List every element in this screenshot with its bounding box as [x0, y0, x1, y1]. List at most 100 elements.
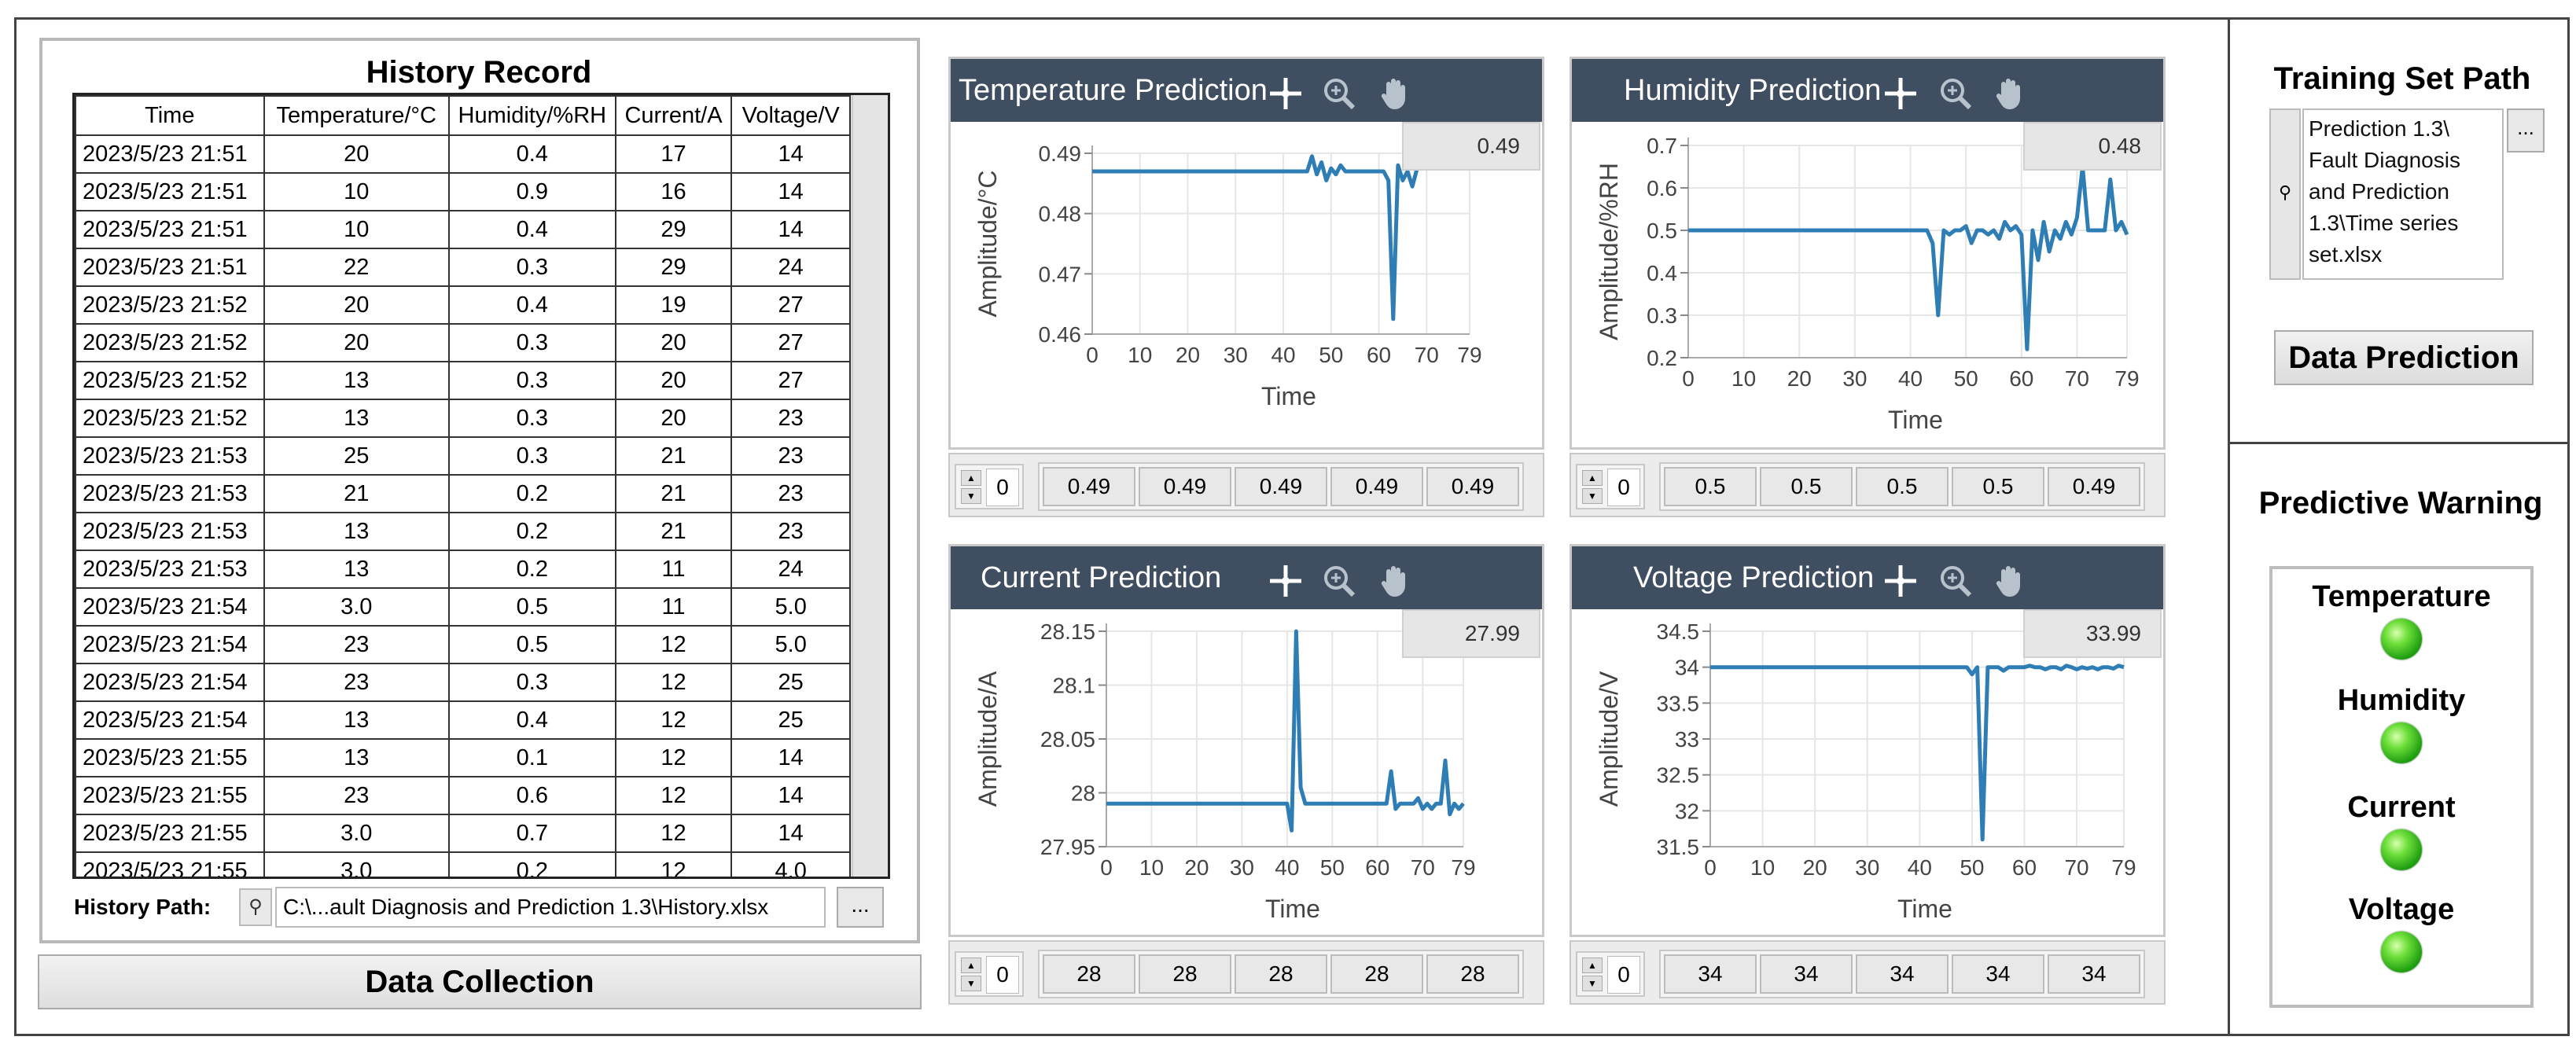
y-tick-label: 34.5	[1657, 619, 1700, 644]
chart-plot-area[interactable]: 0.2 0.3 0.4 0.5 0.6 0.7 0 10 20 30 40 50 60 70 79 Time A…	[1572, 122, 2163, 446]
data-collection-button[interactable]: Data Collection	[38, 954, 922, 1009]
voltage-value-array: ▲ ▼ 0 34 34 34 34 34	[1570, 940, 2166, 1005]
array-cell: 34	[1760, 954, 1853, 994]
array-index-stepper[interactable]: ▲ ▼ 0	[1576, 951, 1645, 997]
chart-plot-area[interactable]: 0.46 0.47 0.48 0.49 0 10 20 30 40 50 60 70 79 Time Amp…	[951, 122, 1542, 446]
table-cell: 14	[730, 776, 851, 815]
table-row: 2023/5/23 21:52 13 0.3 20 23	[75, 399, 851, 438]
y-tick-label: 32	[1675, 799, 1699, 823]
history-path-input[interactable]: C:\...ault Diagnosis and Prediction 1.3\…	[275, 887, 826, 928]
table-cell: 2023/5/23 21:53	[75, 512, 265, 551]
table-cell: 0.2	[447, 474, 616, 513]
led-indicator-icon	[2381, 722, 2422, 763]
table-cell: 3.0	[263, 587, 450, 627]
x-tick-label: 40	[1275, 855, 1299, 880]
path-line: Prediction 1.3\	[2309, 116, 2449, 141]
chart-title: Voltage Prediction	[1633, 561, 1875, 594]
zoom-in-icon[interactable]	[1937, 559, 1974, 597]
increment-icon[interactable]: ▲	[961, 958, 981, 973]
decrement-icon[interactable]: ▼	[961, 976, 981, 991]
table-cell: 19	[614, 285, 733, 325]
table-cell: 2023/5/23 21:54	[75, 625, 265, 664]
chart-plot-area[interactable]: 27.95 28 28.05 28.1 28.15 0 10 20 30 40 50 60 70 79 Ti…	[951, 609, 1542, 933]
table-cell: 0.4	[447, 134, 616, 174]
divider-horizontal	[2228, 442, 2570, 444]
table-cell: 12	[614, 776, 733, 815]
table-cell: 0.4	[447, 700, 616, 740]
table-cell: 20	[263, 323, 450, 362]
table-cell: 0.3	[447, 399, 616, 438]
array-index-value[interactable]: 0	[1607, 956, 1640, 994]
x-tick-label: 79	[1451, 855, 1475, 880]
decrement-icon[interactable]: ▼	[1582, 976, 1603, 991]
folder-tree-icon[interactable]: ⚲	[2269, 108, 2301, 280]
x-tick-label: 60	[1365, 855, 1389, 880]
table-cell: 2023/5/23 21:53	[75, 436, 265, 476]
y-tick-label: 0.46	[1039, 322, 1082, 347]
history-table: Time Temperature/°C Humidity/%RH Current/A V…	[75, 95, 851, 877]
hand-pan-icon[interactable]	[1990, 559, 2028, 597]
training-browse-button[interactable]: ...	[2507, 108, 2545, 153]
table-cell: 3.0	[263, 851, 450, 877]
x-tick-label: 60	[1367, 343, 1391, 367]
array-index-stepper[interactable]: ▲ ▼ 0	[955, 464, 1024, 509]
y-tick-label: 0.5	[1647, 219, 1677, 243]
x-axis-label: Time	[1888, 406, 1943, 434]
crosshair-icon[interactable]	[1267, 72, 1305, 109]
table-cell: 0.7	[447, 814, 616, 853]
array-index-value[interactable]: 0	[986, 956, 1019, 994]
zoom-in-icon[interactable]	[1937, 72, 1974, 110]
table-cell: 2023/5/23 21:54	[75, 663, 265, 702]
y-tick-label: 27.95	[1040, 835, 1095, 859]
table-cell: 2023/5/23 21:55	[75, 814, 265, 853]
x-tick-label: 10	[1750, 855, 1775, 880]
array-cell: 0.49	[1139, 467, 1231, 506]
predictive-warning-title: Predictive Warning	[2258, 486, 2543, 520]
increment-icon[interactable]: ▲	[961, 470, 981, 486]
x-tick-label: 40	[1908, 855, 1932, 880]
zoom-in-icon[interactable]	[1320, 559, 1358, 597]
table-scrollbar[interactable]	[852, 95, 888, 877]
table-cell: 2023/5/23 21:52	[75, 399, 265, 438]
hand-pan-icon[interactable]	[1990, 72, 2028, 109]
table-cell: 23	[263, 663, 450, 702]
table-cell: 25	[263, 436, 450, 476]
table-cell: 0.6	[447, 776, 616, 815]
history-table-container: Time Temperature/°C Humidity/%RH Current/A V…	[72, 93, 890, 879]
table-row: 2023/5/23 21:51 22 0.3 29 24	[75, 248, 851, 287]
table-cell: 23	[263, 776, 450, 815]
hand-pan-icon[interactable]	[1375, 559, 1413, 597]
array-cell: 0.49	[2048, 467, 2140, 506]
zoom-in-icon[interactable]	[1320, 72, 1358, 110]
warning-label: Temperature	[2312, 580, 2491, 613]
warning-indicator-box: Temperature Humidity Current Voltage	[2269, 566, 2534, 1008]
array-index-stepper[interactable]: ▲ ▼ 0	[1576, 464, 1645, 509]
chart-header: Voltage Prediction	[1572, 546, 2163, 609]
x-tick-label: 60	[2012, 855, 2037, 880]
table-row: 2023/5/23 21:52 20 0.3 20 27	[75, 323, 851, 362]
crosshair-icon[interactable]	[1267, 559, 1305, 597]
array-index-value[interactable]: 0	[1607, 469, 1640, 506]
table-cell: 14	[730, 738, 851, 777]
training-set-path-input[interactable]: Prediction 1.3\ Fault Diagnosis and Pred…	[2302, 108, 2504, 280]
data-prediction-button[interactable]: Data Prediction	[2274, 330, 2534, 385]
array-index-stepper[interactable]: ▲ ▼ 0	[955, 951, 1024, 997]
increment-icon[interactable]: ▲	[1582, 958, 1603, 973]
chart-plot-area[interactable]: 31.5 32 32.5 33 33.5 34 34.5 0 10 20 30 40 50 60 70 79 T…	[1572, 609, 2163, 933]
decrement-icon[interactable]: ▼	[1582, 488, 1603, 504]
table-cell: 23	[730, 474, 851, 513]
table-row: 2023/5/23 21:51 20 0.4 17 14	[75, 134, 851, 174]
increment-icon[interactable]: ▲	[1582, 470, 1603, 486]
folder-tree-icon[interactable]: ⚲	[239, 888, 272, 926]
y-tick-label: 0.48	[1039, 202, 1082, 226]
hand-pan-icon[interactable]	[1375, 72, 1413, 109]
voltage-prediction-chart: Voltage Prediction 31.5 32 32.5 33 33.5 34 34.5…	[1570, 544, 2166, 937]
decrement-icon[interactable]: ▼	[961, 488, 981, 504]
y-tick-label: 33	[1675, 727, 1699, 752]
crosshair-icon[interactable]	[1882, 72, 1919, 109]
series-line	[1710, 664, 2125, 842]
history-browse-button[interactable]: ...	[837, 887, 884, 928]
crosshair-icon[interactable]	[1882, 559, 1919, 597]
array-index-value[interactable]: 0	[986, 469, 1019, 506]
array-cell: 0.49	[1043, 467, 1135, 506]
